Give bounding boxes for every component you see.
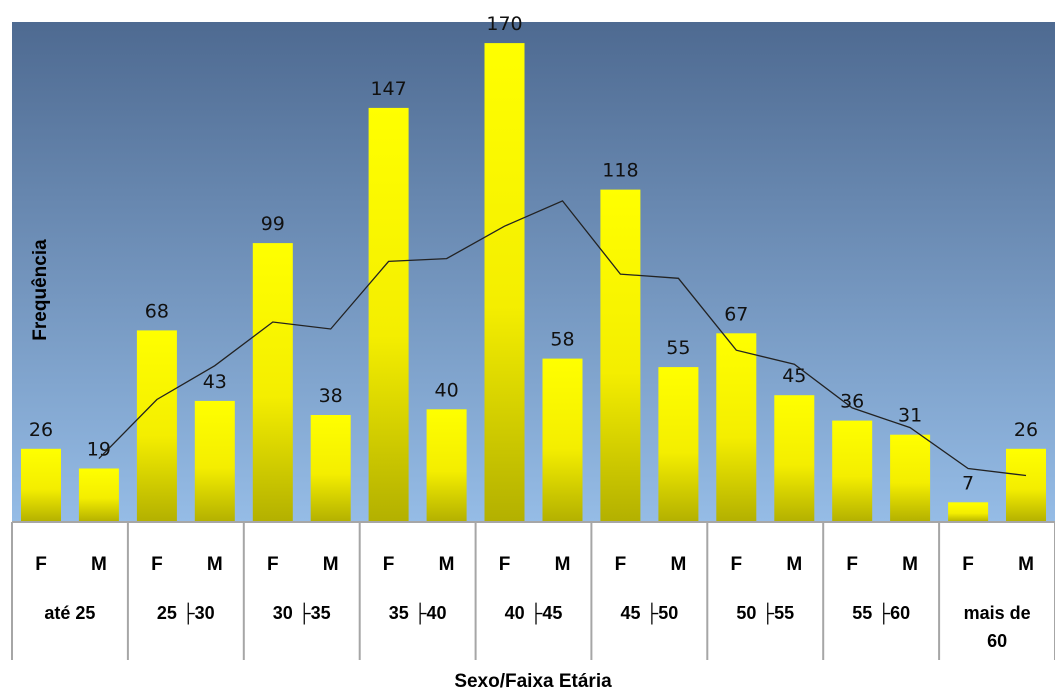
bar-5 bbox=[252, 243, 293, 522]
sex-tick-label-4: M bbox=[207, 554, 223, 575]
bar-7 bbox=[368, 107, 409, 523]
group-tick-label-6: 45 ├50 bbox=[621, 602, 679, 625]
sex-tick-label-3: F bbox=[151, 554, 163, 575]
sex-tick-label-9: F bbox=[499, 554, 511, 575]
bar-18 bbox=[1006, 448, 1046, 522]
data-label-11: 118 bbox=[602, 160, 638, 182]
sex-tick-label-17: F bbox=[962, 554, 974, 575]
bar-11 bbox=[600, 189, 641, 522]
data-label-3: 68 bbox=[145, 300, 169, 322]
bar-15 bbox=[832, 420, 873, 522]
bar-9 bbox=[484, 43, 525, 522]
data-label-4: 43 bbox=[203, 371, 227, 393]
sex-tick-label-13: F bbox=[730, 554, 742, 575]
sex-tick-label-2: M bbox=[91, 554, 107, 575]
bar-2 bbox=[78, 468, 119, 522]
data-label-6: 38 bbox=[319, 385, 343, 407]
sex-tick-label-5: F bbox=[267, 554, 279, 575]
data-label-16: 31 bbox=[898, 405, 922, 427]
y-axis-title: Frequência bbox=[30, 239, 51, 341]
trendline bbox=[98, 200, 1027, 477]
data-label-8: 40 bbox=[435, 379, 459, 401]
data-label-7: 147 bbox=[370, 78, 406, 100]
sex-tick-label-15: F bbox=[846, 554, 858, 575]
bar-labels: 26 19 68 43 99 38 147 40 170 58 118 55 67 45 36 31 7 26 bbox=[29, 13, 1038, 494]
bar-6 bbox=[310, 415, 351, 522]
group-tick-label-2: 25 ├30 bbox=[157, 602, 215, 625]
group-tick-label-3: 30 ├35 bbox=[273, 602, 331, 625]
bar-3 bbox=[136, 330, 177, 522]
bar-1 bbox=[21, 448, 61, 522]
bar-14 bbox=[774, 395, 815, 522]
sex-tick-label-11: F bbox=[615, 554, 627, 575]
sex-tick-label-1: F bbox=[35, 554, 47, 575]
sex-tick-label-18: M bbox=[1018, 554, 1034, 575]
sex-tick-label-6: M bbox=[323, 554, 339, 575]
group-tick-label-4: 35 ├40 bbox=[389, 602, 447, 625]
bar-8 bbox=[426, 409, 467, 522]
data-label-1: 26 bbox=[29, 419, 53, 441]
data-label-17: 7 bbox=[962, 472, 974, 494]
group-tick-label-5: 40 ├45 bbox=[505, 602, 563, 625]
group-tick-label-7: 50 ├55 bbox=[736, 602, 794, 625]
x-axis-title: Sexo/Faixa Etária bbox=[454, 671, 612, 692]
group-tick-label-9: mais de 60 bbox=[964, 603, 1031, 651]
sex-tick-label-8: M bbox=[439, 554, 455, 575]
bar-17 bbox=[948, 502, 989, 522]
data-label-2: 19 bbox=[87, 439, 111, 461]
data-label-5: 99 bbox=[261, 213, 285, 235]
data-label-18: 26 bbox=[1014, 419, 1038, 441]
sex-tick-label-14: M bbox=[786, 554, 802, 575]
bar-4 bbox=[194, 400, 235, 522]
sex-tick-label-10: M bbox=[555, 554, 571, 575]
sex-tick-label-12: M bbox=[670, 554, 686, 575]
group-tick-label-1: até 25 bbox=[44, 603, 95, 623]
bar-12 bbox=[658, 367, 699, 522]
data-label-12: 55 bbox=[666, 337, 690, 359]
data-label-9: 170 bbox=[486, 13, 522, 35]
data-label-14: 45 bbox=[782, 365, 806, 387]
bar-10 bbox=[542, 358, 583, 522]
sex-tick-label-7: F bbox=[383, 554, 395, 575]
data-label-10: 58 bbox=[550, 329, 574, 351]
data-label-13: 67 bbox=[724, 303, 748, 325]
plot-area bbox=[12, 22, 1055, 522]
sex-tick-label-16: M bbox=[902, 554, 918, 575]
bar-13 bbox=[716, 333, 757, 522]
group-tick-label-8: 55 ├60 bbox=[852, 602, 910, 625]
data-label-15: 36 bbox=[840, 391, 864, 413]
bars bbox=[21, 43, 1046, 523]
bar-16 bbox=[890, 434, 931, 522]
